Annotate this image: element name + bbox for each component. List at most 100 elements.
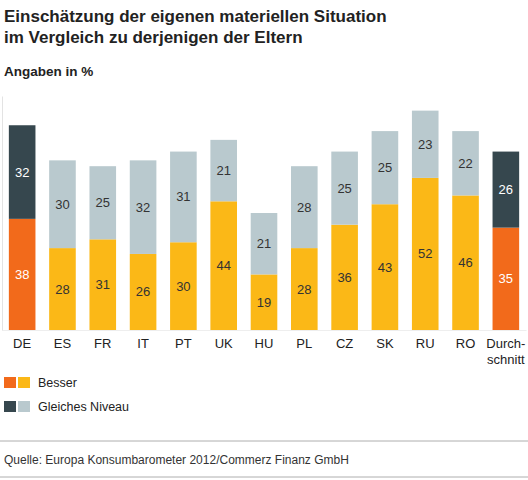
data-label: 23 — [418, 137, 432, 152]
x-tick-label-line: DE — [13, 336, 31, 351]
rule — [0, 477, 528, 478]
data-label: 31 — [176, 189, 190, 204]
y-axis — [2, 97, 3, 331]
data-label: 30 — [176, 279, 190, 294]
bar — [49, 248, 76, 330]
bar — [493, 228, 520, 330]
x-tick: CZ — [336, 330, 353, 351]
data-label: 21 — [216, 163, 230, 178]
data-label: 32 — [136, 200, 150, 215]
bar — [130, 254, 157, 330]
bar — [331, 152, 358, 225]
x-tick-label: RU — [416, 336, 435, 351]
x-tick-label: PL — [296, 336, 312, 351]
data-label: 25 — [378, 160, 392, 175]
data-label: 52 — [418, 246, 432, 261]
legend-label: Gleiches Niveau — [38, 400, 129, 414]
data-label: 36 — [337, 270, 351, 285]
x-tick-label: DE — [13, 336, 31, 351]
data-label: 21 — [257, 236, 271, 251]
bar — [412, 178, 439, 330]
x-tick: DE — [13, 330, 31, 351]
x-tick-label-line: FR — [94, 336, 111, 351]
x-tick-label-line: schnitt — [487, 352, 525, 367]
x-tick-label: ES — [54, 336, 72, 351]
x-tick: IT — [137, 330, 149, 351]
x-tick: ES — [54, 330, 72, 351]
data-label: 35 — [499, 271, 513, 286]
data-label: 46 — [458, 255, 472, 270]
legend-swatch — [4, 377, 16, 388]
x-tick: HU — [255, 330, 274, 351]
x-tick-label-line: PL — [296, 336, 312, 351]
x-tick-label: RO — [456, 336, 476, 351]
chart: Einschätzung der eigenen materiellen Sit… — [0, 0, 528, 480]
bar — [49, 160, 76, 248]
x-tick: UK — [215, 330, 233, 351]
bar — [493, 152, 520, 228]
x-tick: RU — [416, 330, 435, 351]
bar — [89, 239, 116, 330]
data-label: 30 — [55, 197, 69, 212]
x-tick-label: IT — [137, 336, 149, 351]
data-label: 25 — [96, 195, 110, 210]
x-tick-label: HU — [255, 336, 274, 351]
x-tick: SK — [376, 330, 394, 351]
bar — [130, 160, 157, 254]
x-tick-label-line: HU — [255, 336, 274, 351]
bar — [170, 152, 197, 243]
x-axis: DE ES FR IT PT UK HU PL CZ SK RU RO Durch-schnitt — [3, 330, 527, 367]
data-label: 44 — [216, 258, 230, 273]
data-labels: 3828312630441928364352463532302532312121… — [15, 137, 513, 310]
x-tick: PT — [175, 330, 192, 351]
bar — [291, 166, 318, 248]
bar — [89, 166, 116, 239]
x-tick-label-line: SK — [376, 336, 394, 351]
data-label: 38 — [15, 267, 29, 282]
data-label: 28 — [297, 200, 311, 215]
bar — [251, 213, 278, 274]
data-label: 43 — [378, 260, 392, 275]
bar — [210, 201, 237, 330]
data-label: 28 — [55, 282, 69, 297]
data-label: 31 — [96, 277, 110, 292]
series — [9, 178, 519, 330]
subtitle: Angaben in % — [4, 64, 93, 79]
legend-entry: Besser — [4, 376, 77, 390]
x-tick: RO — [456, 330, 476, 351]
source: Quelle: Europa Konsumbarometer 2012/Comm… — [4, 453, 349, 467]
bar — [210, 140, 237, 201]
data-label: 28 — [297, 282, 311, 297]
data-label: 19 — [257, 295, 271, 310]
x-tick-label: UK — [215, 336, 233, 351]
x-tick-label-line: CZ — [336, 336, 353, 351]
data-label: 26 — [136, 284, 150, 299]
title-line: im Vergleich zu derjenigen der Eltern — [4, 28, 303, 47]
bar — [9, 219, 36, 330]
x-tick-label-line: RU — [416, 336, 435, 351]
bar — [291, 248, 318, 330]
legend-label: Besser — [38, 376, 77, 390]
legend: Besser Gleiches Niveau — [4, 376, 129, 414]
data-label: 25 — [337, 181, 351, 196]
x-tick: PL — [296, 330, 312, 351]
bars — [9, 111, 519, 330]
x-tick: FR — [94, 330, 111, 351]
bar — [412, 111, 439, 178]
x-tick-label: Durch-schnitt — [486, 336, 525, 367]
y-axis-line — [2, 97, 3, 331]
x-tick: Durch-schnitt — [486, 330, 525, 367]
legend-entry: Gleiches Niveau — [4, 400, 129, 414]
x-tick-label: CZ — [336, 336, 353, 351]
legend-swatch — [18, 401, 30, 412]
x-tick-label-line: Durch- — [486, 336, 525, 351]
data-label: 26 — [499, 182, 513, 197]
bar — [372, 131, 399, 204]
x-axis-line — [3, 330, 527, 331]
x-tick-label-line: ES — [54, 336, 72, 351]
series — [9, 111, 519, 275]
bar — [452, 195, 479, 330]
legend-swatch — [18, 377, 30, 388]
bar — [9, 125, 36, 219]
data-label: 22 — [458, 156, 472, 171]
